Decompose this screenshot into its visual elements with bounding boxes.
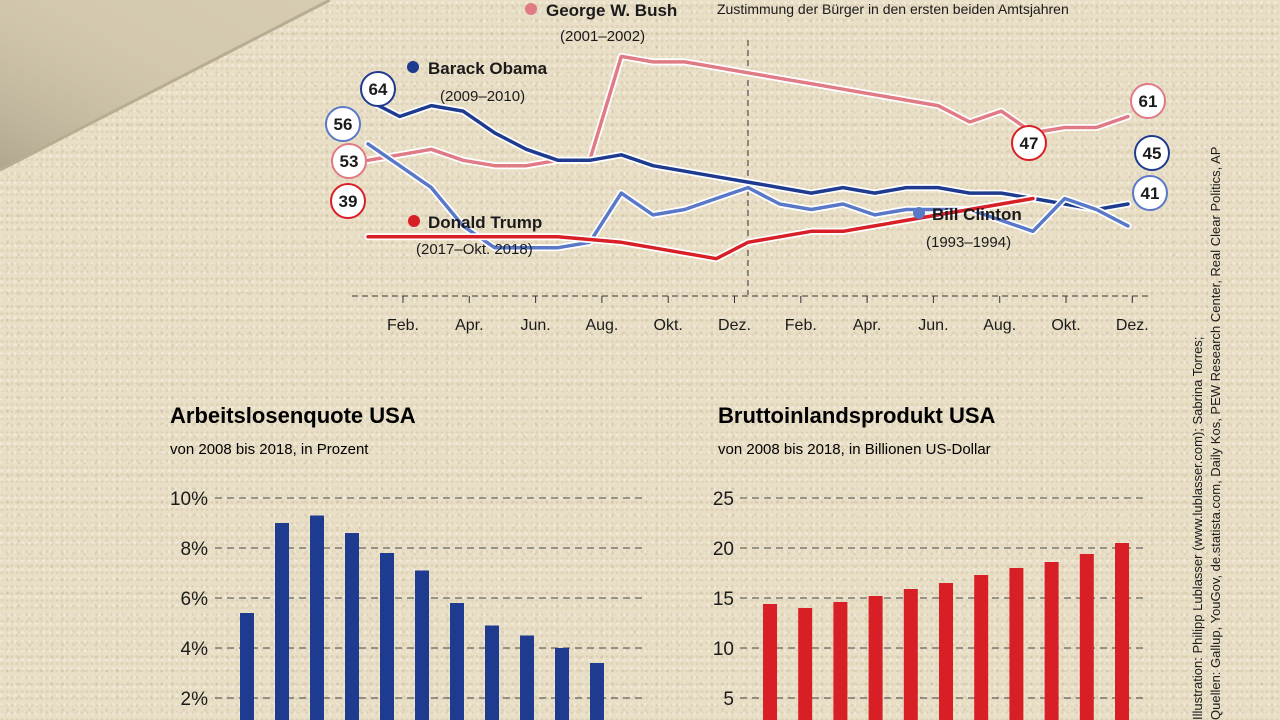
value-badge-label: 47 xyxy=(1020,134,1039,153)
unemployment-gridlines: 10% 8% 6% 4% 2% xyxy=(170,489,645,710)
gdp-gridlines: 25 20 15 10 5 xyxy=(713,489,1145,710)
value-badge xyxy=(360,71,396,107)
y-tick-label: 10% xyxy=(170,489,208,510)
x-tick-label: Okt. xyxy=(654,317,683,334)
bar xyxy=(1009,568,1024,720)
y-tick-label: 15 xyxy=(713,589,734,610)
legend-name: Donald Trump xyxy=(428,213,542,232)
sources-text: Quellen: Gallup, YouGov, de.statista.com… xyxy=(1208,146,1223,720)
bar xyxy=(240,613,254,720)
x-tick-label: Feb. xyxy=(387,317,419,334)
x-tick-label: Okt. xyxy=(1051,317,1080,334)
gdp-subtitle: von 2008 bis 2018, in Billionen US-Dolla… xyxy=(718,441,991,458)
y-tick-label: 10 xyxy=(713,639,734,660)
legend-period: (2009–2010) xyxy=(440,88,525,105)
value-badge-label: 53 xyxy=(340,152,359,171)
value-badge xyxy=(325,106,361,142)
value-badge-label: 64 xyxy=(369,80,388,99)
legend-name: Bill Clinton xyxy=(932,205,1022,224)
legend-dot xyxy=(408,215,420,227)
gdp-bar-chart: Bruttoinlandsprodukt USA von 2008 bis 20… xyxy=(713,403,1145,720)
bar xyxy=(415,570,429,720)
approval-subtitle: Zustimmung der Bürger in den ersten beid… xyxy=(717,1,1069,17)
legend-period: (2001–2002) xyxy=(560,28,645,45)
bar xyxy=(345,533,359,720)
x-tick-label: Apr. xyxy=(853,317,881,334)
bar xyxy=(939,583,953,720)
value-badge xyxy=(1134,135,1170,171)
value-badges: 53 61 64 45 39 47 56 41 xyxy=(325,71,1170,219)
gdp-bars xyxy=(763,543,1129,720)
legend-dot xyxy=(407,61,419,73)
series-line-donald-trump xyxy=(366,196,1035,261)
value-badge-label: 39 xyxy=(339,192,358,211)
series-line-george-w-bush xyxy=(366,54,1130,168)
bar xyxy=(798,608,813,720)
y-tick-label: 2% xyxy=(181,689,209,710)
bar xyxy=(485,625,499,720)
y-tick-label: 5 xyxy=(723,689,734,710)
bar xyxy=(310,515,324,720)
sources-column: Quellen: Gallup, YouGov, de.statista.com… xyxy=(1190,0,1280,720)
unemployment-bar-chart: Arbeitslosenquote USA von 2008 bis 2018,… xyxy=(170,403,645,720)
series-line-barack-obama xyxy=(366,98,1130,212)
bar xyxy=(590,663,604,720)
bar xyxy=(1079,554,1094,720)
x-tick-label: Dez. xyxy=(718,317,751,334)
value-badge xyxy=(330,183,366,219)
x-axis-ticks: Feb. Apr. Jun. Aug. Okt. Dez. Feb. Apr. Jun. Aug.… xyxy=(387,296,1149,334)
y-tick-label: 25 xyxy=(713,489,734,510)
value-badge xyxy=(1130,83,1166,119)
unemployment-subtitle: von 2008 bis 2018, in Prozent xyxy=(170,441,369,458)
legend-name: George W. Bush xyxy=(546,1,677,20)
x-tick-label: Aug. xyxy=(983,317,1016,334)
paper-fold xyxy=(0,0,331,172)
bar xyxy=(1115,543,1129,720)
value-badge xyxy=(331,143,367,179)
bar xyxy=(520,635,534,720)
bar xyxy=(450,603,464,720)
value-badge-label: 41 xyxy=(1141,184,1160,203)
x-tick-label: Aug. xyxy=(585,317,618,334)
value-badge xyxy=(1132,175,1168,211)
bar xyxy=(555,648,569,720)
legend-period: (2017–Okt. 2018) xyxy=(416,241,533,258)
bar xyxy=(380,553,394,720)
unemployment-title: Arbeitslosenquote USA xyxy=(170,403,416,428)
x-tick-label: Apr. xyxy=(455,317,483,334)
legend-name: Barack Obama xyxy=(428,59,548,78)
y-tick-label: 4% xyxy=(181,639,209,660)
value-badge-label: 61 xyxy=(1139,92,1158,111)
bar xyxy=(763,604,777,720)
series-legend: George W. Bush (2001–2002) Barack Obama (20… xyxy=(407,1,1022,258)
value-badge-label: 45 xyxy=(1143,144,1162,163)
x-tick-label: Jun. xyxy=(918,317,948,334)
bar xyxy=(1044,562,1059,720)
bar xyxy=(833,602,848,720)
y-tick-label: 6% xyxy=(181,589,209,610)
unemployment-bars xyxy=(240,515,604,720)
value-badge-label: 56 xyxy=(334,115,353,134)
gdp-title: Bruttoinlandsprodukt USA xyxy=(718,403,996,428)
x-tick-label: Jun. xyxy=(520,317,550,334)
legend-period: (1993–1994) xyxy=(926,234,1011,251)
series-lines xyxy=(364,52,1132,263)
x-tick-label: Feb. xyxy=(785,317,817,334)
y-tick-label: 20 xyxy=(713,539,734,560)
series-line-bill-clinton xyxy=(366,142,1130,250)
bar xyxy=(868,596,883,720)
legend-dot xyxy=(913,207,925,219)
approval-line-chart: Zustimmung der Bürger in den ersten beid… xyxy=(325,1,1170,334)
x-tick-label: Dez. xyxy=(1116,317,1149,334)
bar xyxy=(903,589,918,720)
y-tick-label: 8% xyxy=(181,539,209,560)
credits-text: Illustration: Philipp Lublasser (www.lub… xyxy=(1190,336,1205,720)
bar xyxy=(275,523,289,720)
legend-dot xyxy=(525,3,537,15)
bar xyxy=(974,575,989,720)
value-badge xyxy=(1011,125,1047,161)
